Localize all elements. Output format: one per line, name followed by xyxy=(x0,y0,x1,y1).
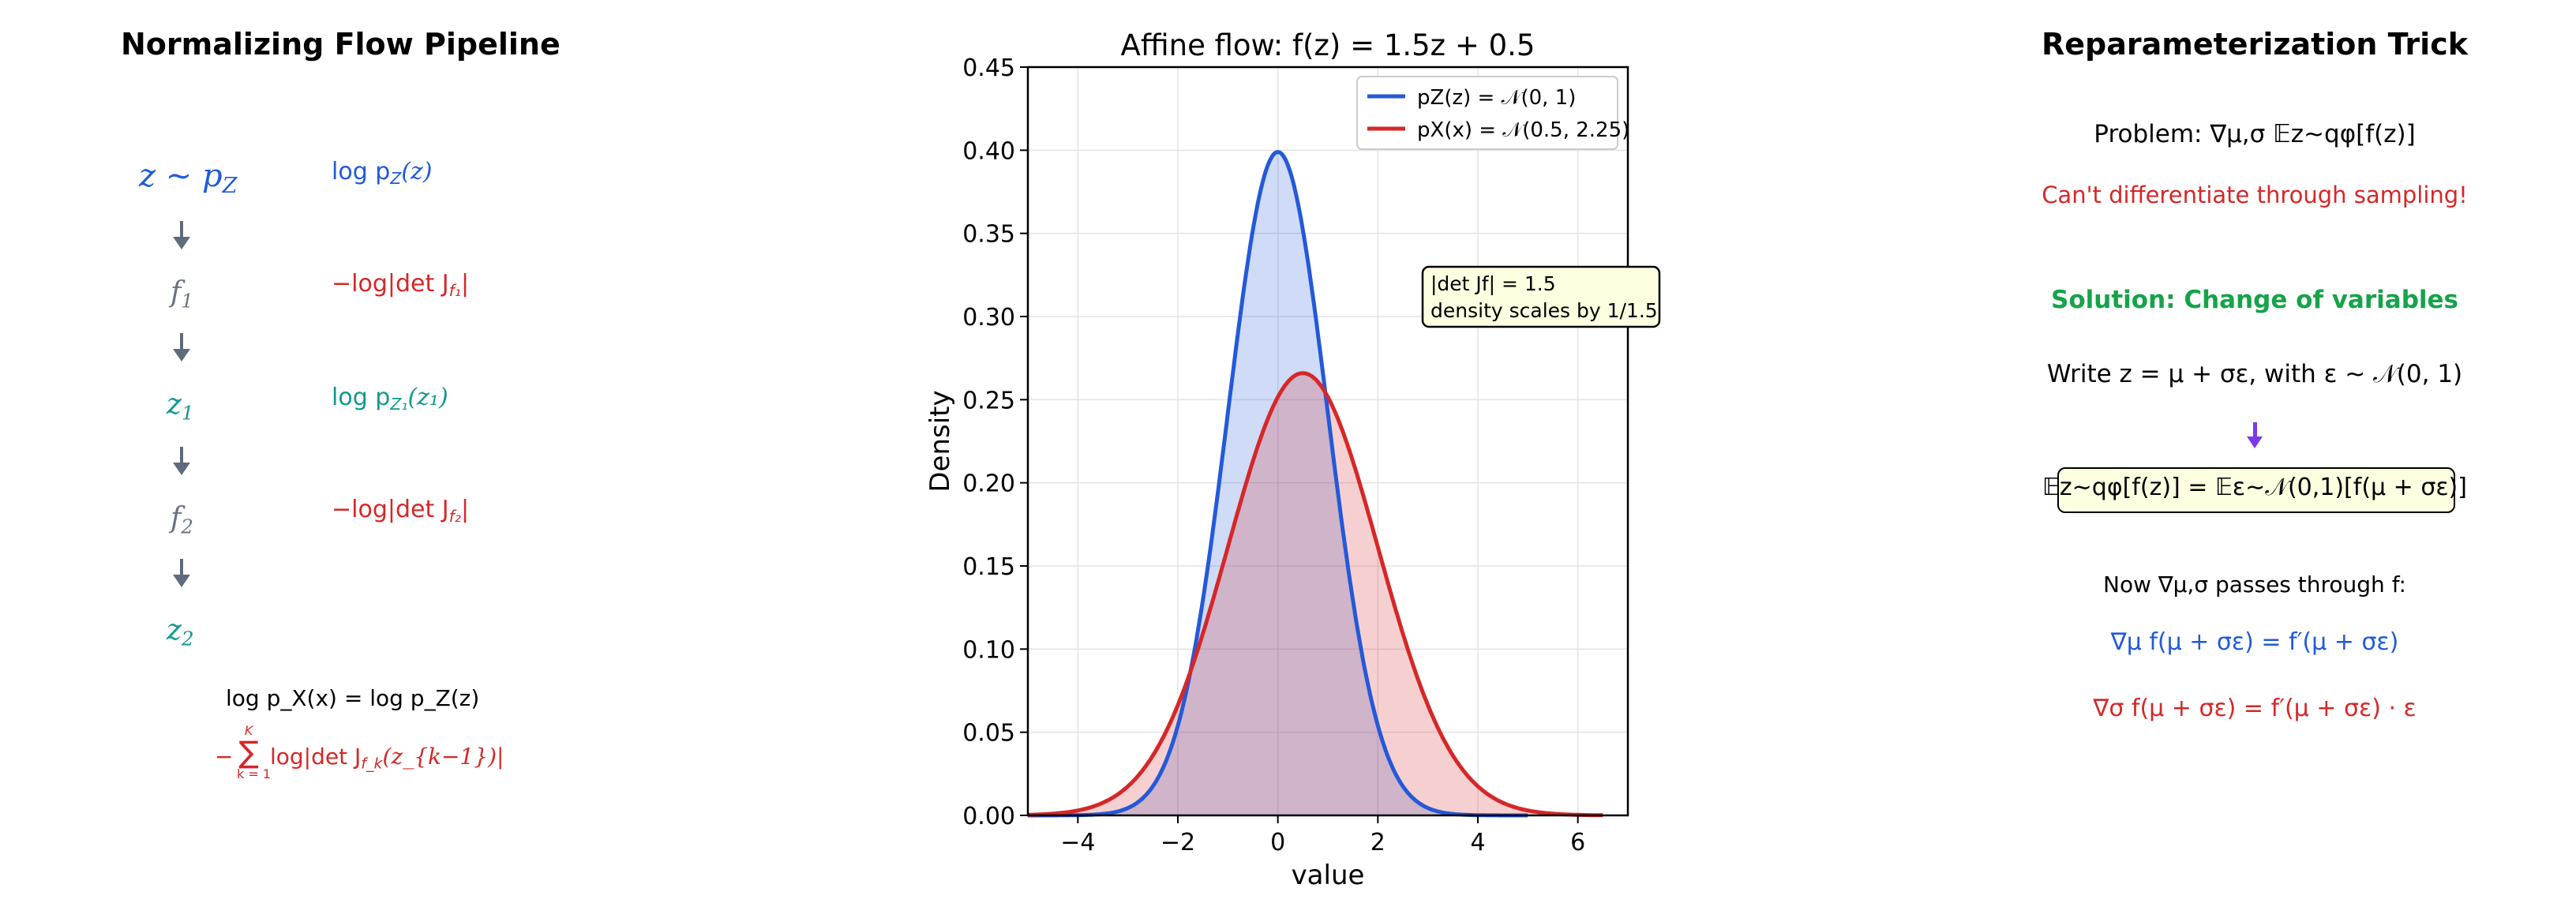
gradient-sigma: ∇σ f(μ + σε) = f′(μ + σε) · ε xyxy=(2093,695,2417,722)
legend-label-pz: pZ(z) = 𝒩(0, 1) xyxy=(1417,86,1576,110)
annotation-log-pz1: log pZ₁(z₁) xyxy=(332,384,448,414)
node-z1: z1 xyxy=(167,388,194,425)
x-tick-label: 2 xyxy=(1370,829,1385,856)
y-tick-label: 0.10 xyxy=(962,636,1015,664)
annotation-logdet-f1: −log|det Jf₁| xyxy=(332,270,470,301)
reparam-title: Reparameterization Trick xyxy=(2042,27,2468,62)
annotation-log-pz: log pZ(z) xyxy=(332,158,433,189)
plot-frame xyxy=(1026,66,1629,817)
arrow-down-icon xyxy=(173,447,190,475)
annotation-scale: density scales by 1/1.5 xyxy=(1430,299,1658,322)
y-tick-label: 0.20 xyxy=(962,470,1015,498)
y-axis: 0.00 0.05 0.10 0.15 0.20 0.25 0.30 0.35 0.40 0.45 xyxy=(962,54,1028,830)
arrow-down-icon xyxy=(173,221,190,249)
x-tick-label: −2 xyxy=(1161,829,1195,856)
reparam-identity: 𝔼z∼qφ[f(z)] = 𝔼ε∼𝒩(0,1)[f(μ + σε)] xyxy=(2042,474,2467,501)
chart-title: Affine flow: f(z) = 1.5z + 0.5 xyxy=(1121,28,1535,62)
y-axis-label: Density xyxy=(924,390,956,492)
gradient-note: Now ∇μ,σ passes through f: xyxy=(2102,571,2407,598)
log-likelihood-formula-line1: log p_X(x) = log p_Z(z) xyxy=(226,685,480,711)
y-tick-label: 0.35 xyxy=(962,221,1015,249)
gradient-mu: ∇μ f(μ + σε) = f′(μ + σε) xyxy=(2110,628,2399,656)
problem-statement: Problem: ∇μ,σ 𝔼z∼qφ[f(z)] xyxy=(2094,120,2416,148)
y-tick-label: 0.25 xyxy=(962,387,1015,414)
y-tick-label: 0.30 xyxy=(962,304,1015,332)
y-tick-label: 0.15 xyxy=(962,553,1015,581)
arrow-down-icon xyxy=(2253,422,2257,438)
x-axis-label: value xyxy=(1292,860,1365,891)
legend-label-px: pX(x) = 𝒩(0.5, 2.25) xyxy=(1417,118,1629,142)
x-axis: −4 −2 0 2 4 6 xyxy=(1060,815,1585,856)
x-tick-label: 4 xyxy=(1470,829,1485,856)
x-tick-label: 6 xyxy=(1570,829,1585,856)
chart-legend: pZ(z) = 𝒩(0, 1) pX(x) = 𝒩(0.5, 2.25) xyxy=(1356,76,1629,150)
density-fill-0 xyxy=(1028,152,1528,816)
annotation-logdet-f2: −log|det Jf₂| xyxy=(332,496,470,526)
pipeline-title: Normalizing Flow Pipeline xyxy=(121,27,561,62)
y-tick-label: 0.40 xyxy=(962,137,1015,165)
density-curve-0 xyxy=(1027,150,1529,818)
annotation-det: |det Jf| = 1.5 xyxy=(1430,272,1556,295)
node-f2: f2 xyxy=(171,502,193,538)
solution-heading: Solution: Change of variables xyxy=(2051,286,2458,314)
y-tick-label: 0.05 xyxy=(962,720,1015,748)
arrow-down-icon-head xyxy=(2247,437,2263,448)
density-curve-1 xyxy=(1027,371,1603,818)
node-z2: z2 xyxy=(167,614,194,650)
reparam-identity-box xyxy=(2057,467,2455,513)
y-tick-label: 0.00 xyxy=(962,803,1015,830)
density-fill-1 xyxy=(1028,373,1603,815)
y-tick-label: 0.45 xyxy=(962,54,1015,82)
x-tick-label: −4 xyxy=(1060,829,1095,856)
reparam-definition: Write z = μ + σε, with ε ∼ 𝒩(0, 1) xyxy=(2046,360,2463,388)
cant-differentiate-note: Can't differentiate through sampling! xyxy=(2042,182,2468,208)
arrow-down-icon xyxy=(173,333,190,362)
node-f1: f1 xyxy=(171,276,193,313)
jacobian-annotation: |det Jf| = 1.5 density scales by 1/1.5 xyxy=(1421,265,1661,328)
node-z-prior: z ∼ pZ xyxy=(139,158,238,199)
x-tick-label: 0 xyxy=(1270,829,1285,856)
arrow-down-icon xyxy=(173,559,190,587)
